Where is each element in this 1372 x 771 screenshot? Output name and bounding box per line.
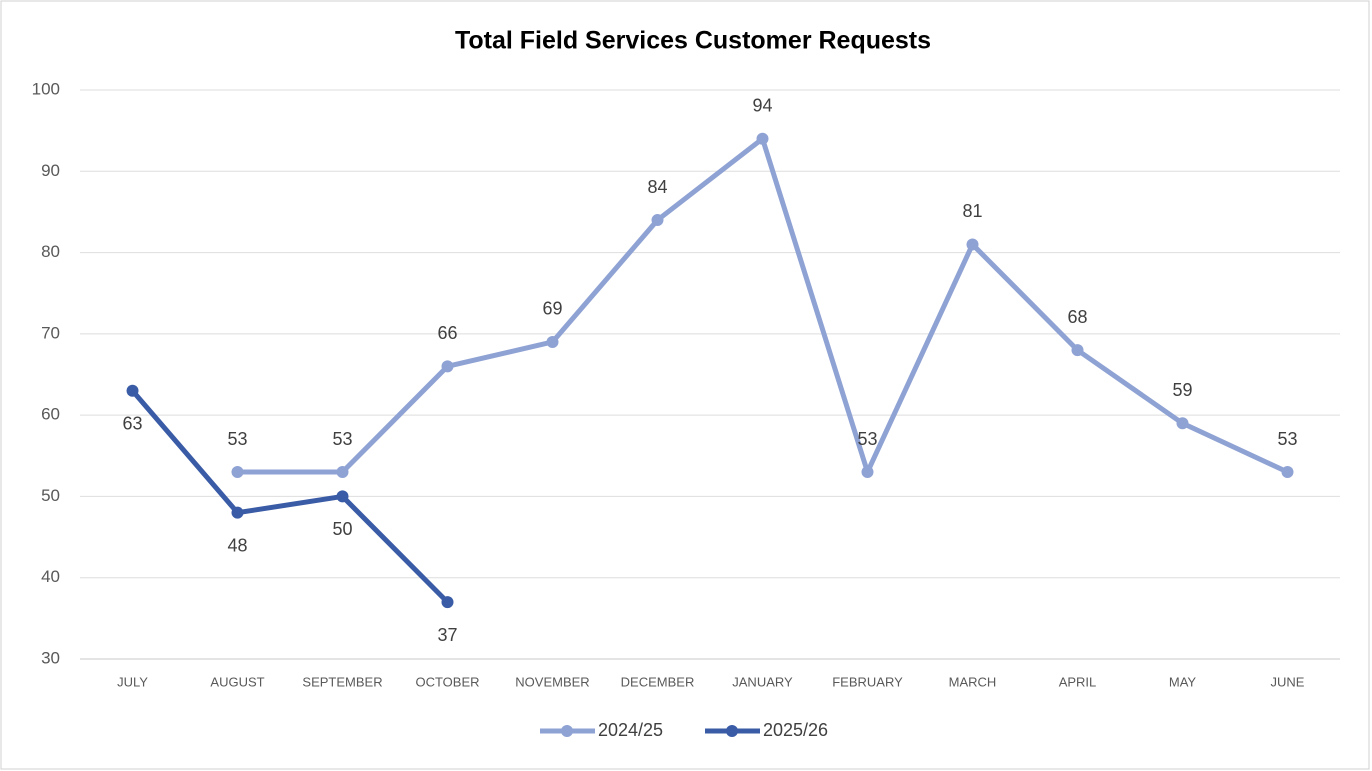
chart-title: Total Field Services Customer Requests — [455, 27, 931, 55]
x-tick-label: NOVEMBER — [515, 674, 589, 689]
x-tick-label: SEPTEMBER — [302, 674, 382, 689]
data-label: 59 — [1172, 380, 1192, 400]
data-point — [231, 506, 244, 519]
data-label: 81 — [962, 201, 982, 221]
legend-label: 2024/25 — [598, 720, 663, 740]
x-tick-label: JULY — [117, 674, 148, 689]
data-label: 48 — [227, 535, 247, 555]
data-point — [1176, 417, 1189, 430]
data-label: 37 — [437, 625, 457, 645]
data-label: 63 — [122, 414, 142, 434]
data-label: 53 — [332, 429, 352, 449]
y-tick-label: 50 — [41, 486, 60, 505]
series-line — [130, 389, 450, 604]
legend-marker — [726, 725, 738, 737]
x-tick-label: FEBRUARY — [832, 674, 903, 689]
y-tick-label: 100 — [32, 79, 60, 98]
data-point — [966, 238, 979, 251]
y-tick-label: 30 — [41, 648, 60, 667]
data-point — [336, 490, 349, 503]
x-tick-label: APRIL — [1059, 674, 1097, 689]
data-label: 68 — [1067, 307, 1087, 327]
x-tick-label: MAY — [1169, 674, 1197, 689]
legend-label: 2025/26 — [763, 720, 828, 740]
data-point — [651, 214, 664, 227]
x-tick-label: OCTOBER — [415, 674, 479, 689]
x-tick-label: AUGUST — [210, 674, 264, 689]
data-point — [231, 466, 244, 479]
x-tick-label: JANUARY — [732, 674, 793, 689]
data-label: 84 — [647, 177, 667, 197]
data-point — [126, 384, 139, 397]
data-label: 94 — [752, 96, 772, 116]
data-point — [1281, 466, 1294, 479]
data-label: 66 — [437, 323, 457, 343]
data-point — [1071, 344, 1084, 357]
y-tick-label: 80 — [41, 242, 60, 261]
data-label: 53 — [1277, 429, 1297, 449]
x-tick-label: MARCH — [949, 674, 997, 689]
data-label: 50 — [332, 519, 352, 539]
data-label: 53 — [857, 429, 877, 449]
data-point — [861, 466, 874, 479]
data-point — [336, 466, 349, 479]
legend-marker — [561, 725, 573, 737]
y-tick-label: 60 — [41, 405, 60, 424]
data-label: 69 — [542, 299, 562, 319]
data-label: 53 — [227, 429, 247, 449]
data-point — [546, 335, 559, 348]
data-point — [756, 132, 769, 145]
x-tick-label: DECEMBER — [621, 674, 695, 689]
y-tick-label: 90 — [41, 161, 60, 180]
x-tick-label: JUNE — [1271, 674, 1305, 689]
data-point — [441, 360, 454, 373]
data-point — [441, 596, 454, 609]
y-tick-label: 40 — [41, 567, 60, 586]
y-tick-label: 70 — [41, 323, 60, 342]
